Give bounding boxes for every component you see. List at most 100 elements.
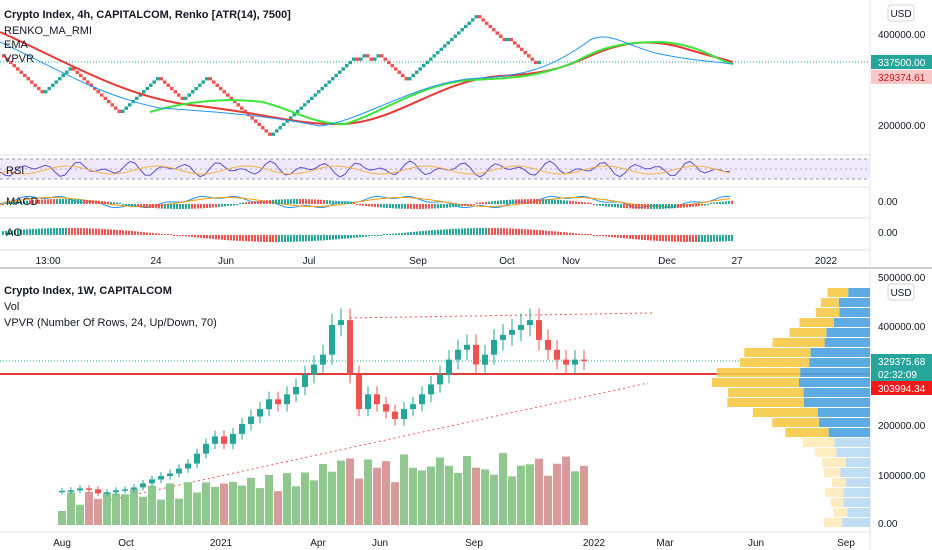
bottom-chart-title: Crypto Index, 1W, CAPITALCOM	[4, 285, 172, 297]
ao-bar	[197, 235, 199, 238]
ao-bar	[716, 235, 718, 242]
volume-bar	[580, 465, 588, 525]
macd-hist-bar	[680, 204, 682, 208]
candle-body	[572, 359, 578, 365]
ao-bar	[200, 235, 202, 238]
ao-bar	[152, 232, 154, 235]
candle-body	[581, 359, 587, 362]
upper-trendline[interactable]	[349, 312, 653, 319]
ao-bar	[191, 235, 193, 237]
ao-bar	[329, 235, 331, 240]
vp-up-bar	[845, 458, 870, 467]
bottom-currency-badge[interactable]	[887, 283, 915, 301]
macd-hist-bar	[587, 202, 589, 204]
macd-hist-bar	[713, 202, 715, 204]
macd-hist-bar	[158, 204, 160, 209]
renko-brick	[2, 54, 6, 58]
macd-hist-bar	[593, 204, 595, 206]
ao-bar	[458, 228, 460, 235]
ao-bar	[431, 230, 433, 236]
macd-hist-bar	[704, 204, 706, 206]
ao-bar	[350, 235, 352, 239]
renko-brick	[324, 83, 328, 87]
macd-hist-bar	[236, 204, 238, 206]
ao-bar	[347, 235, 349, 239]
candle-body	[248, 416, 254, 424]
renko-brick	[110, 103, 114, 107]
volume-bar	[76, 504, 84, 525]
renko-brick	[187, 93, 191, 97]
ao-bar	[374, 235, 376, 236]
ao-bar	[728, 235, 730, 242]
top-currency-badge[interactable]	[887, 4, 915, 22]
macd-hist-bar	[584, 202, 586, 204]
ao-bar	[50, 228, 52, 236]
volume-bar	[319, 464, 327, 525]
ao-bar	[143, 232, 145, 236]
macd-hist-bar	[125, 204, 127, 206]
renko-brick	[432, 54, 436, 58]
macd-hist-bar	[65, 199, 67, 205]
volume-bar	[553, 463, 561, 525]
macd-hist-bar	[230, 204, 232, 206]
renko-brick	[299, 106, 303, 110]
ao-bar	[500, 228, 502, 235]
ao-bar	[371, 235, 373, 236]
lower-trendline[interactable]	[109, 382, 649, 501]
ao-bar	[428, 230, 430, 235]
volume-bar	[508, 476, 516, 525]
ao-bar	[689, 235, 691, 242]
ao-bar	[167, 234, 169, 235]
macd-hist-bar	[425, 204, 427, 209]
ao-bar	[140, 231, 142, 236]
candle-body	[320, 354, 326, 365]
macd-hist-bar	[11, 202, 13, 205]
vp-up-bar	[834, 438, 870, 447]
ao-bar	[575, 233, 577, 236]
macd-hist-bar	[470, 204, 472, 206]
renko-brick	[523, 51, 527, 55]
renko-brick	[82, 77, 86, 81]
macd-hist-bar	[311, 199, 313, 204]
top-x-tick-6: Nov	[562, 256, 580, 267]
macd-hist-bar	[68, 199, 70, 204]
ao-bar	[14, 230, 16, 235]
ao-bar	[287, 235, 289, 242]
macd-hist-bar	[377, 204, 379, 208]
renko-brick	[492, 28, 496, 32]
renko-brick	[327, 80, 331, 84]
ao-bar	[380, 235, 382, 236]
ao-bar	[128, 230, 130, 235]
macd-hist-bar	[44, 199, 46, 204]
ao-bar	[509, 228, 511, 236]
macd-hist-bar	[605, 204, 607, 207]
vp-up-bar	[800, 368, 870, 377]
renko-brick	[145, 86, 149, 91]
candle-body	[275, 399, 281, 405]
macd-hist-bar	[446, 204, 448, 208]
vp-up-bar	[833, 318, 870, 327]
ao-bar	[221, 235, 223, 240]
ema-red-line	[0, 31, 734, 126]
macd-hist-bar	[74, 199, 76, 205]
top-last-price: 337500.00	[878, 58, 926, 69]
candle-body	[194, 453, 200, 464]
ao-bar	[17, 229, 19, 235]
macd-hist-bar	[350, 202, 352, 205]
ao-bar	[269, 235, 271, 242]
moving-averages	[0, 31, 734, 127]
renko-brick	[30, 80, 34, 84]
macd-hist-bar	[485, 201, 487, 204]
ao-bar	[692, 235, 694, 242]
renko-brick	[142, 90, 146, 94]
ao-bar	[671, 235, 673, 242]
macd-hist-bar	[254, 201, 256, 205]
macd-hist-bar	[215, 204, 217, 208]
renko-brick	[177, 93, 181, 97]
macd-hist-bar	[500, 200, 502, 204]
volume-bar	[112, 493, 120, 525]
renko-brick	[317, 90, 321, 94]
top-last-price-badge	[871, 55, 932, 69]
ao-bar	[683, 235, 685, 242]
